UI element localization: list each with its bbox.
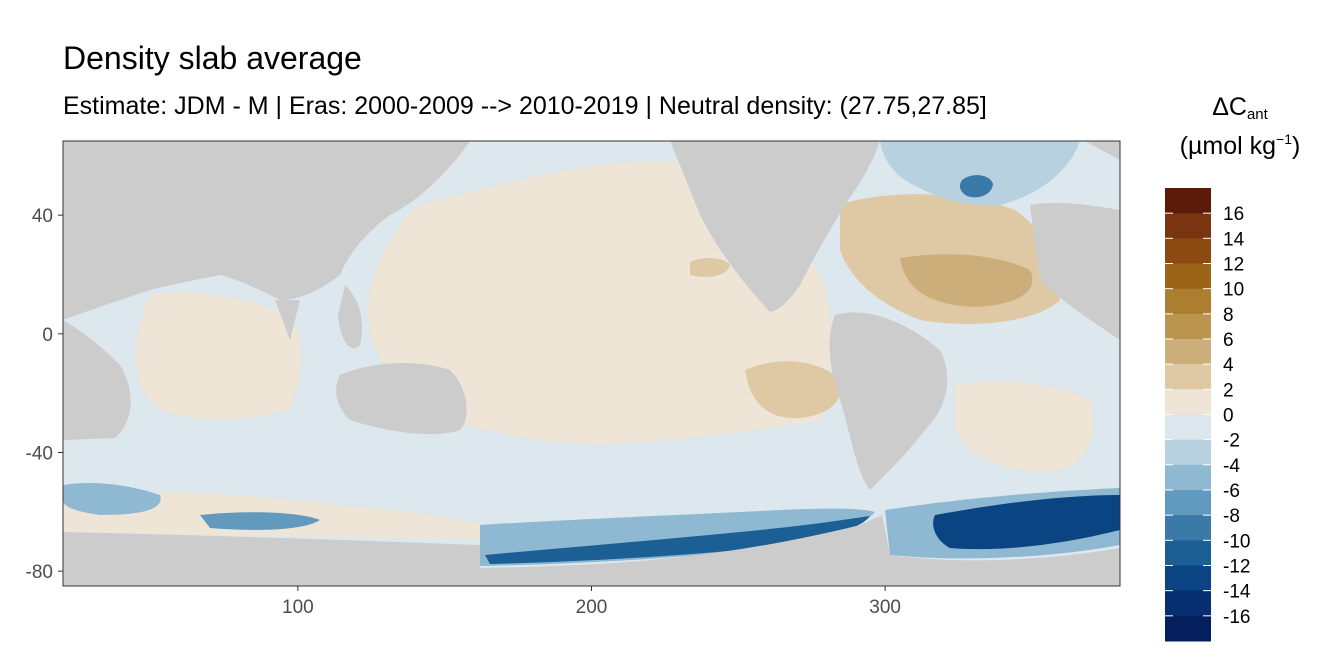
legend-color-step bbox=[1165, 313, 1211, 340]
x-tick-label: 200 bbox=[576, 597, 608, 618]
legend-level-label: 0 bbox=[1223, 406, 1234, 427]
anomaly-region-north-atlantic-core bbox=[900, 254, 1033, 307]
legend-variable: ΔCant bbox=[1212, 93, 1268, 123]
anomaly-region-weddell-core bbox=[933, 495, 1120, 550]
legend-color-step bbox=[1165, 339, 1211, 365]
legend-unit: (µmol kg−1) bbox=[1179, 130, 1301, 160]
land-south-asia bbox=[275, 300, 300, 340]
legend-level-label: 14 bbox=[1223, 229, 1245, 250]
map-panel bbox=[63, 141, 1120, 586]
legend-level-label: 10 bbox=[1223, 280, 1244, 301]
legend-color-step bbox=[1165, 263, 1211, 290]
anomaly-region-pacific-antarctic-core bbox=[485, 516, 870, 564]
y-tick-label: 0 bbox=[42, 325, 53, 346]
legend-color-step bbox=[1165, 238, 1211, 264]
legend-level-label: -14 bbox=[1223, 582, 1251, 603]
legend-level-label: -10 bbox=[1223, 531, 1250, 552]
legend-level-label: 16 bbox=[1223, 204, 1244, 225]
legend-color-step bbox=[1165, 288, 1211, 315]
anomaly-region-indian-positive bbox=[136, 291, 302, 420]
land-australia bbox=[336, 363, 467, 435]
legend-color-step bbox=[1165, 590, 1211, 617]
legend-color-step bbox=[1165, 490, 1211, 516]
legend-level-label: 4 bbox=[1223, 355, 1234, 376]
land-masses bbox=[63, 141, 1120, 586]
legend-color-step bbox=[1165, 565, 1211, 592]
legend-color-step bbox=[1165, 364, 1211, 390]
legend-color-step bbox=[1165, 188, 1211, 214]
legend-color-step bbox=[1165, 515, 1211, 541]
y-tick-label: 40 bbox=[32, 206, 53, 227]
legend-level-label: -8 bbox=[1223, 506, 1240, 527]
anomaly-region-southeast-pacific bbox=[745, 361, 841, 419]
x-tick-label: 300 bbox=[869, 597, 901, 618]
land-greenland bbox=[1085, 141, 1120, 160]
land-africa bbox=[63, 320, 131, 440]
legend-level-label: 12 bbox=[1223, 255, 1244, 276]
legend-color-step bbox=[1165, 213, 1211, 239]
legend-color-step bbox=[1165, 414, 1211, 441]
legend-level-label: 6 bbox=[1223, 330, 1234, 351]
anomaly-region-subpolar-atlantic bbox=[880, 141, 1080, 206]
legend-color-step bbox=[1165, 540, 1211, 566]
anomaly-region-north-pacific-patch bbox=[690, 258, 730, 277]
anomaly-region-southwest-indian bbox=[63, 483, 161, 515]
x-tick-label: 100 bbox=[282, 597, 314, 618]
legend-level-label: -12 bbox=[1223, 557, 1250, 578]
anomaly-region-south-atlantic bbox=[955, 380, 1094, 471]
legend-level-label: -4 bbox=[1223, 456, 1240, 477]
legend-level-label: 8 bbox=[1223, 305, 1234, 326]
legend-color-step bbox=[1165, 615, 1211, 642]
legend-level-label: 2 bbox=[1223, 380, 1234, 401]
y-tick-label: -40 bbox=[26, 444, 53, 465]
legend-color-step bbox=[1165, 439, 1211, 466]
land-southeast-asia bbox=[338, 285, 362, 349]
legend-color-step bbox=[1165, 464, 1211, 491]
land-south-america bbox=[829, 312, 948, 490]
land-west-africa-europe bbox=[1030, 202, 1120, 340]
chart-subtitle: Estimate: JDM - M | Eras: 2000-2009 --> … bbox=[63, 92, 987, 120]
legend-level-label: -16 bbox=[1223, 607, 1250, 628]
land-north-america bbox=[670, 141, 880, 312]
legend-level-label: -2 bbox=[1223, 431, 1240, 452]
land-eurasia bbox=[63, 141, 470, 320]
anomaly-region-labrador-core bbox=[959, 175, 993, 198]
y-tick-label: -80 bbox=[26, 562, 53, 583]
anomaly-region-east-antarctic bbox=[200, 512, 320, 530]
land-antarctica bbox=[63, 515, 1120, 586]
legend-title: ΔCant (µmol kg−1) bbox=[1165, 88, 1315, 166]
legend-level-label: -6 bbox=[1223, 481, 1240, 502]
chart-title: Density slab average bbox=[63, 40, 362, 76]
legend-color-step bbox=[1165, 389, 1211, 415]
legend-colorbar: 16 14 12 10 8 6 4 2 0 -2 -4 -6 -8 -10 -12 -14 -16 bbox=[1165, 188, 1251, 642]
